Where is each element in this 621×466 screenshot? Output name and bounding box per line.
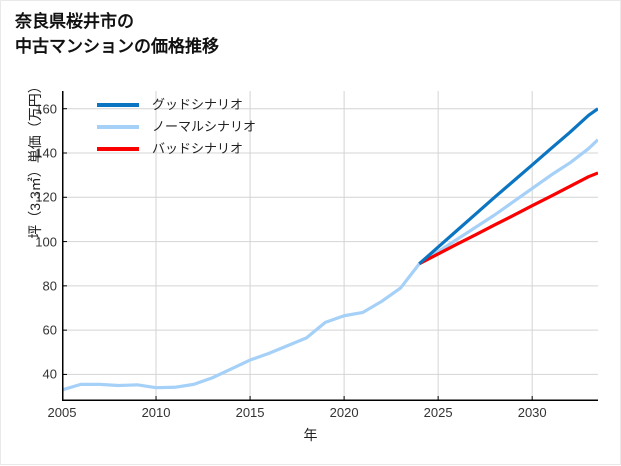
- data-series-line: [62, 138, 598, 392]
- tick-marks: [62, 108, 533, 401]
- chart-legend: グッドシナリオ ノーマルシナリオ バッドシナリオ: [97, 94, 256, 160]
- legend-item-label: グッドシナリオ: [152, 97, 244, 112]
- y-axis-tick-label: 100: [35, 234, 57, 250]
- x-axis-tick-label: 2010: [141, 405, 171, 420]
- y-axis-tick-label: 120: [35, 189, 57, 205]
- legend-item-label: バッドシナリオ: [152, 141, 244, 156]
- chart-title-line-1: 奈良県桜井市の: [15, 12, 134, 31]
- y-axis-label: 坪（3.3㎡）単価（万円）: [27, 79, 43, 239]
- data-series-layer: [62, 107, 598, 392]
- legend-color-swatch: [97, 147, 139, 151]
- legend-color-swatch: [97, 103, 139, 107]
- data-series-line: [418, 171, 598, 266]
- x-axis-tick-label: 2015: [235, 405, 265, 420]
- x-axis-tick-label: 2020: [329, 405, 359, 420]
- chart-title-line-2: 中古マンションの価格推移: [15, 37, 219, 56]
- x-axis-label: 年: [303, 427, 318, 443]
- y-axis-tick-label: 160: [35, 101, 57, 117]
- legend-item[interactable]: グッドシナリオ: [97, 94, 256, 116]
- data-series-line: [418, 107, 598, 265]
- x-axis-tick-label: 2025: [423, 405, 453, 420]
- y-axis-tick-label: 40: [42, 366, 57, 382]
- y-axis-tick-label: 80: [42, 278, 57, 294]
- chart-title: 奈良県桜井市の 中古マンションの価格推移: [15, 9, 219, 59]
- x-axis-tick-label: 2030: [517, 405, 547, 420]
- legend-item-label: ノーマルシナリオ: [152, 119, 257, 134]
- plot-area: [62, 91, 598, 401]
- legend-color-swatch: [97, 125, 139, 129]
- y-axis-tick-label: 60: [42, 322, 57, 338]
- y-axis-tick-label: 140: [35, 145, 57, 161]
- gridlines: [62, 91, 598, 401]
- y-axis-tick-labels: 40 60 80 100 120 140 160: [9, 1, 57, 466]
- legend-item[interactable]: バッドシナリオ: [97, 138, 256, 160]
- axis-lines: [62, 91, 598, 401]
- plot-svg: [62, 91, 598, 401]
- x-axis-tick-label: 2005: [47, 405, 77, 420]
- legend-item[interactable]: ノーマルシナリオ: [97, 116, 256, 138]
